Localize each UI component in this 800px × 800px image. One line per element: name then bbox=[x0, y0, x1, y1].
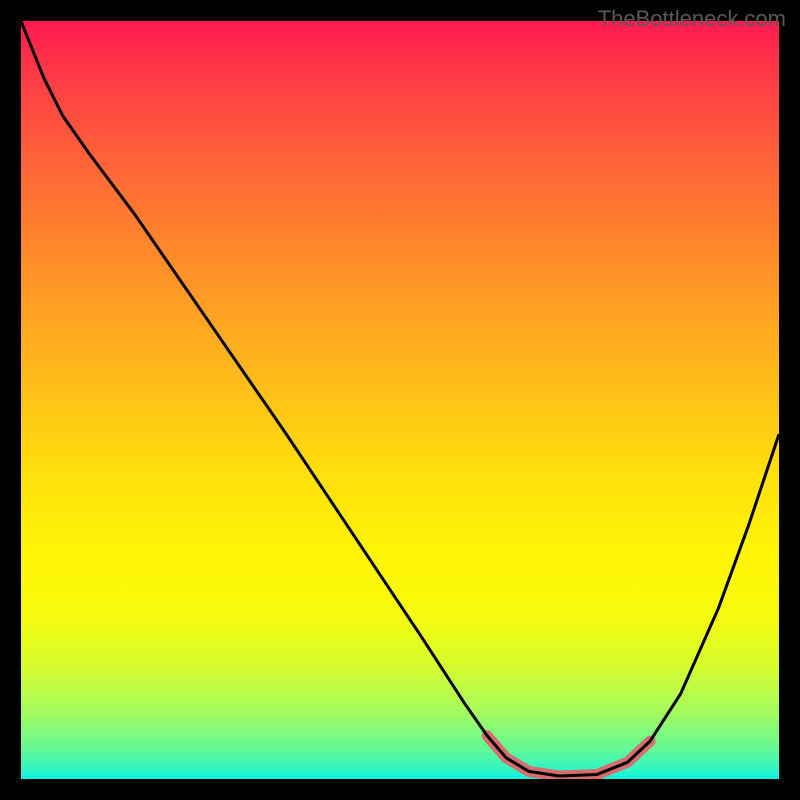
plot-area bbox=[21, 21, 779, 779]
curve-svg bbox=[21, 21, 779, 779]
watermark-text: TheBottleneck.com bbox=[598, 6, 786, 32]
bottleneck-curve bbox=[21, 21, 779, 776]
highlight-segment bbox=[487, 736, 650, 776]
